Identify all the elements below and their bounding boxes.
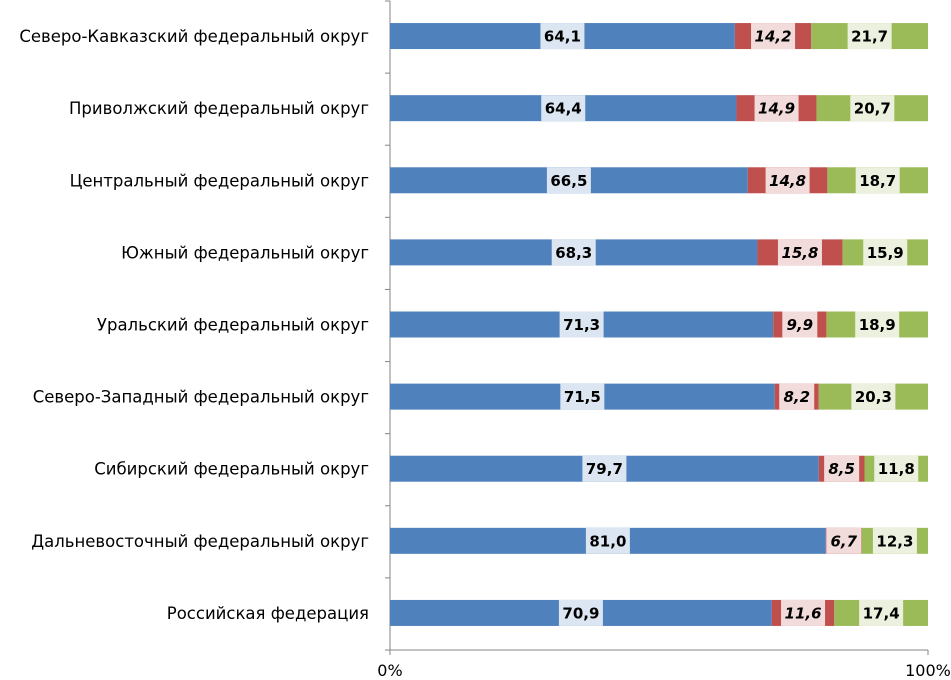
category-label: Сибирский федеральный округ — [94, 460, 369, 479]
data-label: 21,7 — [851, 28, 888, 46]
data-label: 14,2 — [755, 28, 792, 46]
category-label: Северо-Кавказский федеральный округ — [19, 27, 369, 46]
category-label: Южный федеральный округ — [121, 243, 369, 262]
data-label: 12,3 — [876, 532, 913, 550]
data-label: 68,3 — [555, 244, 592, 262]
data-label: 71,3 — [563, 316, 600, 334]
data-label: 20,3 — [855, 388, 892, 406]
data-label-box — [824, 455, 860, 482]
data-label-box — [850, 95, 895, 122]
data-label-box — [540, 23, 585, 50]
data-label-box — [851, 383, 896, 410]
data-label: 11,8 — [878, 460, 915, 478]
data-label: 15,8 — [781, 244, 818, 262]
data-label: 70,9 — [562, 604, 599, 622]
data-label-box — [855, 167, 900, 194]
data-label-box — [560, 383, 605, 410]
data-label: 17,4 — [863, 604, 900, 622]
data-label: 11,6 — [785, 604, 822, 622]
data-label-box — [777, 239, 822, 266]
data-label-box — [541, 95, 586, 122]
data-label-box — [874, 455, 919, 482]
x-tick-label: 0% — [377, 661, 402, 680]
data-label: 14,8 — [769, 172, 806, 190]
data-label: 18,9 — [859, 316, 896, 334]
data-label: 20,7 — [854, 100, 891, 118]
data-label-box — [779, 383, 815, 410]
data-label: 9,9 — [787, 316, 814, 334]
data-label: 8,2 — [783, 388, 810, 406]
data-label-box — [559, 311, 604, 338]
data-label-box — [751, 23, 796, 50]
data-label: 64,4 — [545, 100, 582, 118]
data-label-box — [582, 455, 627, 482]
data-label: 18,7 — [859, 172, 896, 190]
data-label-box — [863, 239, 908, 266]
data-label-box — [754, 95, 799, 122]
category-label: Дальневосточный федеральный округ — [31, 532, 369, 551]
data-label-box — [585, 527, 630, 554]
data-label: 79,7 — [586, 460, 623, 478]
data-label-box — [859, 599, 904, 626]
category-label: Центральный федеральный округ — [70, 171, 369, 190]
category-label: Уральский федеральный округ — [97, 316, 369, 335]
category-label: Приволжский федеральный округ — [69, 99, 369, 118]
data-label-box — [558, 599, 603, 626]
data-label-box — [546, 167, 591, 194]
data-label-box — [781, 599, 826, 626]
data-label: 71,5 — [564, 388, 601, 406]
data-label-box — [551, 239, 596, 266]
data-label: 64,1 — [544, 28, 581, 46]
category-label: Северо-Западный федеральный округ — [33, 388, 369, 407]
data-label-box — [855, 311, 900, 338]
data-label: 14,9 — [758, 100, 795, 118]
data-label-box — [847, 23, 892, 50]
data-label: 6,7 — [831, 532, 858, 550]
data-label-box — [765, 167, 810, 194]
data-label-box — [826, 527, 862, 554]
data-label: 81,0 — [589, 532, 626, 550]
data-label-box — [872, 527, 917, 554]
data-label: 8,5 — [828, 460, 855, 478]
x-tick-label: 100% — [905, 661, 951, 680]
category-label: Российская федерация — [167, 604, 369, 623]
data-label: 66,5 — [550, 172, 587, 190]
data-label-box — [782, 311, 818, 338]
data-label: 15,9 — [867, 244, 904, 262]
